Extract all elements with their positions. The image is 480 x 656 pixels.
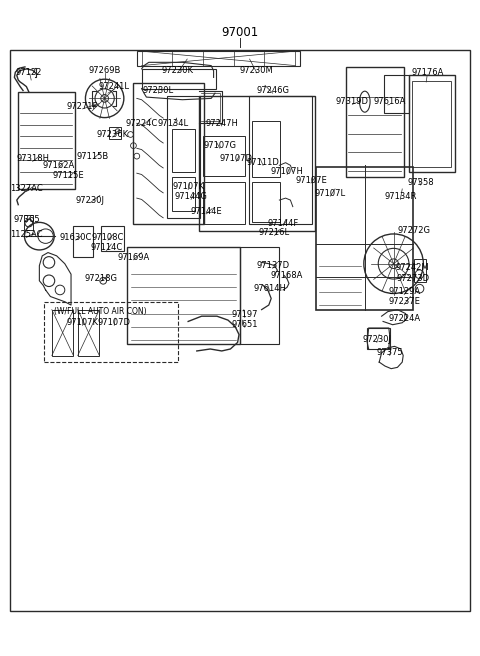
Bar [384, 75, 409, 113]
Text: 97365: 97365 [13, 215, 40, 224]
Bar [127, 247, 240, 344]
Bar [203, 136, 245, 176]
Text: 97230L: 97230L [143, 86, 174, 95]
Bar [172, 129, 195, 172]
Text: 97001: 97001 [221, 26, 259, 39]
Text: 97144E: 97144E [191, 207, 222, 216]
Text: 97246G: 97246G [256, 86, 289, 95]
Bar [44, 302, 178, 362]
Bar [133, 83, 204, 224]
Text: 97129A: 97129A [388, 287, 420, 297]
Bar [412, 81, 451, 167]
Text: 91630C: 91630C [60, 233, 92, 242]
Text: 97224C: 97224C [126, 119, 158, 128]
Bar [316, 167, 413, 310]
Text: 97224A: 97224A [388, 314, 420, 323]
Bar [414, 259, 426, 282]
Text: 97216L: 97216L [259, 228, 290, 237]
Bar [73, 226, 93, 257]
Bar [137, 51, 300, 66]
Text: 97111D: 97111D [247, 158, 279, 167]
Bar [109, 127, 121, 139]
Bar [172, 177, 195, 211]
Text: 97271F: 97271F [67, 102, 98, 111]
Text: 97242M: 97242M [395, 263, 429, 272]
Text: 97218G: 97218G [84, 274, 117, 283]
Bar [252, 121, 280, 177]
Text: 97122: 97122 [16, 68, 42, 77]
Text: 97114C: 97114C [90, 243, 123, 253]
Text: 97137D: 97137D [256, 261, 289, 270]
Text: 97651: 97651 [231, 320, 258, 329]
Bar [249, 96, 312, 224]
Text: 1125AC: 1125AC [10, 230, 43, 239]
Text: 97107K: 97107K [67, 318, 98, 327]
Text: 97358: 97358 [407, 178, 434, 187]
Text: 97162A: 97162A [42, 161, 75, 170]
Text: 97230J: 97230J [76, 195, 105, 205]
Text: 97236K: 97236K [97, 130, 129, 139]
Text: 1327AC: 1327AC [10, 184, 43, 194]
Text: 97318H: 97318H [16, 154, 49, 163]
Text: 97241L: 97241L [99, 82, 130, 91]
Bar [409, 75, 455, 172]
Text: 97144F: 97144F [267, 218, 299, 228]
Text: 97319D: 97319D [336, 97, 369, 106]
Text: 97107D: 97107D [98, 318, 131, 327]
Text: 97107G: 97107G [204, 141, 236, 150]
Bar [101, 226, 124, 251]
Text: 97169A: 97169A [117, 253, 150, 262]
Bar [24, 215, 33, 230]
Bar [167, 96, 200, 218]
Bar [18, 92, 75, 189]
Text: 97230M: 97230M [240, 66, 274, 75]
Text: 97272G: 97272G [397, 226, 430, 236]
Text: 97115B: 97115B [77, 152, 109, 161]
Text: 97269B: 97269B [88, 66, 121, 75]
Text: 97247H: 97247H [205, 119, 238, 128]
Bar [252, 182, 280, 222]
Text: 97614H: 97614H [253, 284, 286, 293]
Text: 97616A: 97616A [373, 97, 406, 106]
Bar [240, 247, 279, 344]
Text: 97375: 97375 [376, 348, 403, 358]
Text: 97230K: 97230K [162, 66, 193, 75]
Text: 97115E: 97115E [52, 171, 84, 180]
Bar [52, 310, 73, 356]
Text: 97107E: 97107E [295, 176, 327, 185]
Text: 97273D: 97273D [396, 274, 430, 283]
Bar [142, 69, 216, 89]
Text: 97168A: 97168A [271, 271, 303, 280]
Bar [346, 67, 404, 177]
Text: 97237E: 97237E [388, 297, 420, 306]
Bar [199, 96, 315, 231]
Text: 97197: 97197 [231, 310, 258, 319]
Text: 97134R: 97134R [384, 192, 417, 201]
Text: 97134L: 97134L [157, 119, 188, 128]
Text: 97230J: 97230J [362, 335, 391, 344]
Text: 97107K: 97107K [172, 182, 204, 192]
Text: 97176A: 97176A [411, 68, 444, 77]
Bar [203, 182, 245, 224]
Text: 97144G: 97144G [175, 192, 207, 201]
Text: 97107L: 97107L [315, 189, 346, 198]
Bar [367, 328, 390, 349]
Text: 97107H: 97107H [271, 167, 303, 176]
Text: (W/FULL AUTO AIR CON): (W/FULL AUTO AIR CON) [55, 307, 147, 316]
Bar [78, 310, 99, 356]
Text: 97108C: 97108C [92, 233, 124, 242]
Text: 97107D: 97107D [220, 154, 252, 163]
Bar [10, 50, 470, 611]
